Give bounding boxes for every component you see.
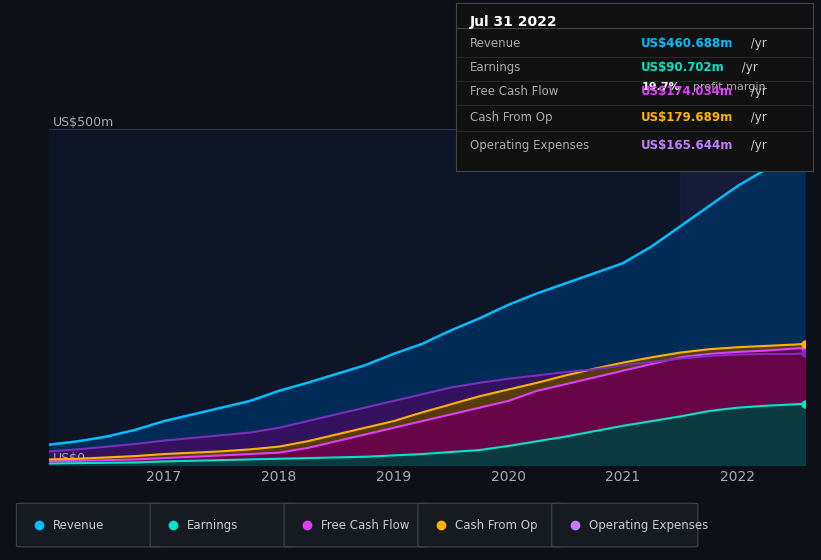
Text: Earnings: Earnings	[187, 519, 239, 531]
FancyBboxPatch shape	[552, 503, 698, 547]
Text: US$90.702m: US$90.702m	[641, 61, 725, 74]
Text: Free Cash Flow: Free Cash Flow	[321, 519, 410, 531]
Text: Cash From Op: Cash From Op	[470, 111, 553, 124]
Text: Cash From Op: Cash From Op	[455, 519, 537, 531]
Text: Revenue: Revenue	[53, 519, 105, 531]
FancyBboxPatch shape	[418, 503, 564, 547]
Text: US$0: US$0	[53, 452, 86, 465]
Text: Jul 31 2022: Jul 31 2022	[470, 15, 557, 29]
Text: Earnings: Earnings	[470, 61, 521, 74]
Text: /yr: /yr	[738, 61, 758, 74]
Text: Operating Expenses: Operating Expenses	[589, 519, 708, 531]
Text: /yr: /yr	[747, 36, 767, 50]
Text: US$165.644m: US$165.644m	[641, 139, 734, 152]
Bar	[681, 129, 805, 465]
Text: Operating Expenses: Operating Expenses	[470, 139, 589, 152]
Text: US$460.688m: US$460.688m	[641, 36, 734, 50]
Text: /yr: /yr	[747, 139, 767, 152]
Text: /yr: /yr	[747, 111, 767, 124]
Text: 19.7%: 19.7%	[641, 82, 680, 92]
FancyBboxPatch shape	[284, 503, 430, 547]
Text: profit margin: profit margin	[693, 82, 766, 92]
Text: /yr: /yr	[747, 85, 767, 99]
FancyBboxPatch shape	[150, 503, 296, 547]
Text: US$500m: US$500m	[53, 116, 114, 129]
Text: Revenue: Revenue	[470, 36, 521, 50]
Text: US$174.034m: US$174.034m	[641, 85, 733, 99]
Text: US$179.689m: US$179.689m	[641, 111, 734, 124]
Text: Free Cash Flow: Free Cash Flow	[470, 85, 558, 99]
FancyBboxPatch shape	[16, 503, 163, 547]
